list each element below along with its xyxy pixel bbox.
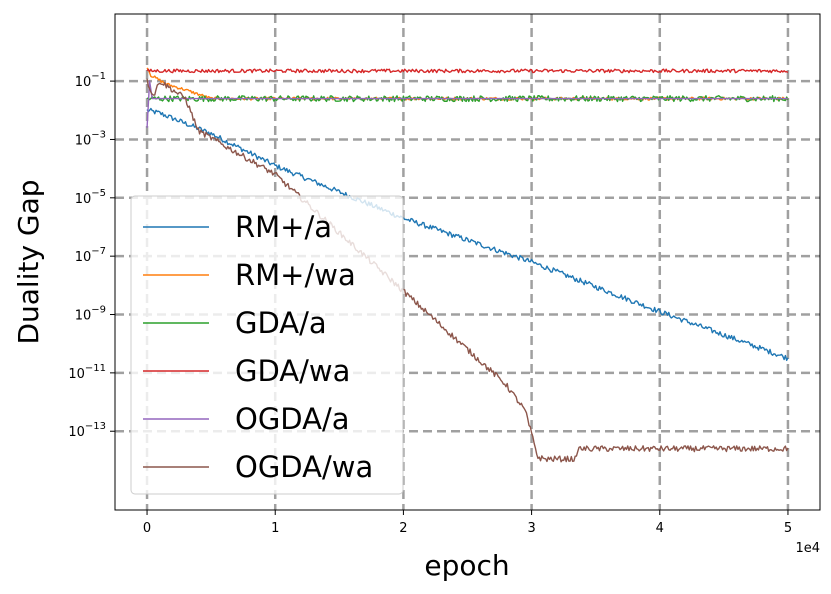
y-tick-base: 10 bbox=[75, 309, 92, 324]
y-tick-label: 10−3 bbox=[75, 129, 106, 148]
legend-label: RM+/wa bbox=[235, 258, 356, 292]
y-tick-exponent: −9 bbox=[91, 305, 106, 316]
y-tick-label: 10−7 bbox=[75, 246, 106, 265]
series-line-5 bbox=[146, 78, 789, 463]
x-tick-label: 2 bbox=[399, 521, 407, 536]
y-tick-label: 10−1 bbox=[75, 71, 106, 90]
y-tick-exponent: −5 bbox=[91, 188, 106, 199]
x-tick-label: 1 bbox=[271, 521, 279, 536]
legend-label: OGDA/a bbox=[235, 402, 350, 436]
series-lines bbox=[146, 67, 789, 463]
y-tick-label: 10−13 bbox=[68, 421, 106, 440]
y-tick-exponent: −7 bbox=[91, 246, 106, 257]
legend-label: GDA/a bbox=[235, 306, 327, 340]
x-tick-label: 0 bbox=[143, 521, 151, 536]
y-tick-exponent: −1 bbox=[91, 71, 106, 82]
y-tick-exponent: −3 bbox=[91, 129, 106, 140]
x-tick-label: 3 bbox=[527, 521, 535, 536]
legend-label: OGDA/wa bbox=[235, 450, 373, 484]
y-tick-base: 10 bbox=[75, 75, 92, 90]
y-tick-exponent: −13 bbox=[85, 421, 106, 432]
y-axis-title: Duality Gap bbox=[12, 179, 45, 344]
y-tick-base: 10 bbox=[75, 133, 92, 148]
y-tick-label: 10−9 bbox=[75, 305, 106, 324]
plot-frame bbox=[114, 13, 821, 511]
y-tick-base: 10 bbox=[75, 250, 92, 265]
y-tick-base: 10 bbox=[75, 192, 92, 207]
series-line-4 bbox=[146, 80, 788, 128]
legend-label: RM+/a bbox=[235, 210, 332, 244]
x-tick-label: 5 bbox=[784, 521, 792, 536]
y-tick-label: 10−5 bbox=[75, 188, 106, 207]
y-tick-exponent: −11 bbox=[85, 363, 106, 374]
series-line-3 bbox=[146, 68, 789, 74]
y-tick-base: 10 bbox=[68, 425, 85, 440]
legend: RM+/a RM+/wa GDA/a GDA/wa OGDA/a OGDA/wa bbox=[130, 195, 404, 495]
series-line-0 bbox=[146, 107, 789, 362]
x-tick-label: 4 bbox=[656, 521, 664, 536]
y-tick-base: 10 bbox=[68, 367, 85, 382]
x-axis-title: epoch bbox=[424, 549, 509, 582]
y-tick-label: 10−11 bbox=[68, 363, 106, 382]
x-axis-offset-label: 1e4 bbox=[795, 541, 820, 556]
legend-label: GDA/wa bbox=[235, 354, 350, 388]
